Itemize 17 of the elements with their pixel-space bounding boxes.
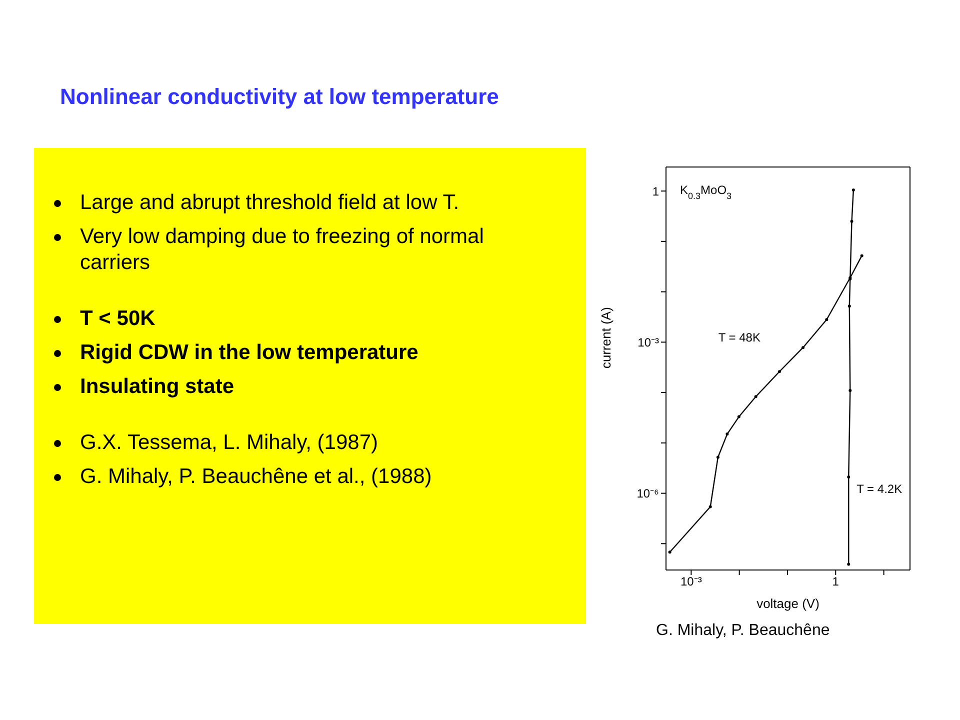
text: Large and abrupt threshold field at low T. [80, 190, 460, 216]
text: G. Mihaly, P. Beauchêne et al., (1988) [80, 464, 432, 490]
text: G. Mihaly, P. Beauchêne [656, 622, 830, 640]
text: Insulating state [80, 374, 234, 400]
text: T < 50K [80, 306, 156, 332]
x-axis-title: voltage (V) [756, 596, 820, 611]
text: T = 48K [718, 330, 760, 345]
text: Nonlinear conductivity at low temperature [60, 84, 499, 110]
series-label: T = 4.2K [856, 482, 902, 496]
annotation: K$_{0.3}$MoO$_{3}$ [680, 183, 732, 201]
y-tick-label: 1 [652, 184, 660, 198]
text: Very low damping due to freezing of normal carriers [80, 224, 485, 276]
text: Rigid CDW in the low temperature [80, 340, 418, 366]
y-tick-label: 10⁻⁶ [636, 486, 660, 501]
y-axis-title: current (A) [598, 307, 614, 368]
text: G.X. Tessema, L. Mihaly, (1987) [80, 430, 378, 456]
y-tick-label: 10⁻³ [638, 335, 660, 350]
